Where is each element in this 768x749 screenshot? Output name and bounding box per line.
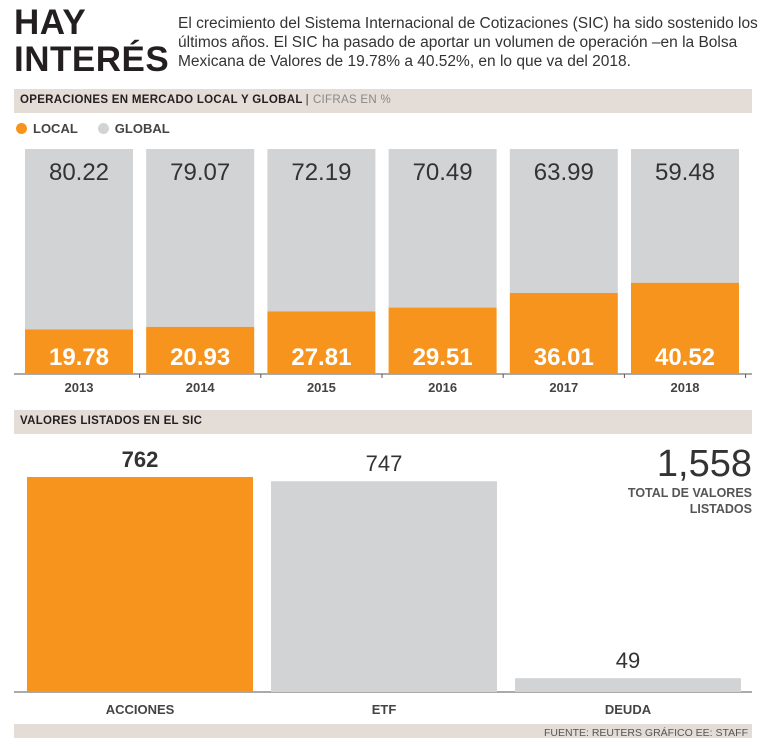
bar-global-2014	[146, 149, 255, 327]
label-local-2018: 40.52	[655, 344, 715, 371]
bar-local-2015	[267, 311, 376, 374]
legend-local: LOCAL	[16, 121, 78, 136]
section1-band: OPERACIONES EN MERCADO LOCAL Y GLOBAL | CI…	[14, 89, 752, 113]
legend-global-swatch	[97, 123, 109, 134]
category-label-deuda: DEUDA	[605, 702, 652, 717]
bar-local-2013	[25, 329, 133, 374]
x-tick-label-2016: 2016	[428, 380, 457, 395]
bar-global-2013	[25, 149, 133, 330]
bar-global-2016	[388, 149, 497, 308]
section1-subtitle: CIFRAS EN %	[312, 94, 392, 106]
label-global-2018: 59.48	[655, 159, 715, 186]
bar-acciones	[27, 477, 253, 692]
legend-local-label: LOCAL	[33, 121, 78, 136]
value-label-etf: 747	[366, 451, 403, 476]
x-tick-label-2013: 2013	[65, 380, 94, 395]
bar-global-2018	[631, 149, 739, 283]
bar-global-2017	[509, 149, 618, 293]
category-label-acciones: ACCIONES	[106, 702, 175, 717]
total-value: 1,558	[656, 443, 752, 485]
bar-local-2017	[509, 292, 618, 374]
section1-title: OPERACIONES EN MERCADO LOCAL Y GLOBAL	[20, 94, 303, 106]
label-local-2013: 19.78	[49, 344, 109, 371]
x-tick-label-2017: 2017	[549, 380, 578, 395]
x-tick-label-2014: 2014	[186, 380, 216, 395]
label-local-2016: 29.51	[413, 344, 473, 371]
total-label: TOTAL DE VALORES LISTADOS	[627, 486, 752, 516]
bar-global-2015	[267, 149, 376, 312]
label-global-2016: 70.49	[413, 159, 473, 186]
total-block: 1,558 TOTAL DE VALORES LISTADOS	[602, 443, 752, 517]
value-label-deuda: 49	[616, 648, 640, 673]
listed-values-chart: 762 ACCIONES 747 ETF 49 DEUDA	[14, 447, 752, 717]
section1-separator: |	[305, 94, 309, 106]
stacked-bar-chart: 80.22 19.78 2013 79.07 20.93 2014 72.19 27.81 20…	[14, 149, 752, 395]
bar-local-2014	[146, 326, 255, 374]
headline: HAY INTERÉS	[14, 4, 169, 78]
x-tick-label-2015: 2015	[307, 380, 336, 395]
section2-title: VALORES LISTADOS EN EL SIC	[20, 415, 203, 427]
section2-band: VALORES LISTADOS EN EL SIC	[14, 410, 752, 434]
headline-line2: INTERÉS	[14, 40, 170, 79]
source-band	[14, 724, 752, 738]
bar-etf	[271, 481, 497, 692]
legend-local-swatch	[16, 123, 27, 134]
category-label-etf: ETF	[372, 702, 397, 717]
value-label-acciones: 762	[122, 447, 159, 472]
label-global-2017: 63.99	[534, 159, 594, 186]
label-global-2015: 72.19	[291, 159, 351, 186]
bar-deuda	[515, 678, 741, 692]
legend-global-label: GLOBAL	[114, 121, 170, 136]
bar-local-2018	[631, 282, 739, 374]
label-local-2017: 36.01	[534, 344, 594, 371]
headline-line1: HAY	[14, 3, 87, 42]
label-local-2014: 20.93	[170, 344, 230, 371]
label-global-2013: 80.22	[49, 159, 109, 186]
legend: LOCAL GLOBAL	[16, 121, 190, 136]
legend-global: GLOBAL	[97, 121, 170, 136]
label-local-2015: 27.81	[291, 344, 351, 371]
x-tick-label-2018: 2018	[671, 380, 700, 395]
bar-local-2016	[388, 307, 497, 374]
intro-text: El crecimiento del Sistema Internacional…	[178, 15, 758, 70]
source-note: FUENTE: REUTERS GRÁFICO EE: STAFF	[544, 727, 748, 739]
label-global-2014: 79.07	[170, 159, 230, 186]
